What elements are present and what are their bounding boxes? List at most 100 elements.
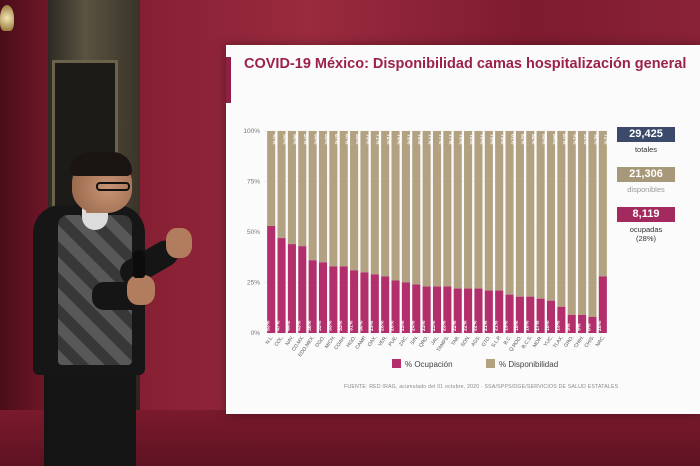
disponibilidad-value-label: 78% [478,134,484,145]
totales-value: 29,425 [617,127,675,142]
disponibles-value: 21,306 [617,167,675,182]
disponibilidad-value-label: 83% [540,134,546,145]
disponibilidad-value-label: 91% [572,134,578,145]
bar-disponibilidad [515,131,524,297]
ocupacion-value-label: 43% [296,320,302,331]
ocupacion-value-label: 25% [400,320,406,331]
ocupacion-value-label: 23% [421,320,427,331]
disponibilidad-value-label: 78% [468,134,474,145]
ocupacion-value-label: 9% [566,323,572,331]
disponibilidad-value-label: 53% [281,134,287,145]
ocupadas-value: 8,119 [617,207,675,222]
bar-ocupacion [453,288,462,333]
ocupadas-percent: (28%) [635,234,656,243]
ocupacion-value-label: 35% [317,320,323,331]
speaker-glasses [96,182,130,191]
ocupacion-value-label: 21% [493,320,499,331]
bar-disponibilidad [360,131,369,273]
bar-ocupacion [578,314,587,333]
bar-ocupacion [329,266,338,333]
bar-ocupacion [484,290,493,333]
bar-disponibilidad [598,131,607,277]
bar-disponibilidad [495,131,504,291]
category-label: YUC. [543,335,555,348]
ocupacion-value-label: 22% [473,320,479,331]
ocupacion-value-label: 29% [369,320,375,331]
category-label: AGS. [470,335,482,348]
bar-disponibilidad [329,131,338,267]
disponibilidad-value-label: 76% [416,134,422,145]
ocupacion-value-label: 18% [514,320,520,331]
ocupacion-value-label: 13% [556,320,562,331]
ocupacion-value-label: 19% [504,320,510,331]
ocupacion-value-label: 18% [524,320,530,331]
category-label: COL. [274,335,286,348]
bar-ocupacion [536,298,545,333]
disponibilidad-value-label: 67% [333,134,339,145]
projected-slide: COVID-19 México: Disponibilidad camas ho… [226,45,700,414]
bar-disponibilidad [546,131,556,301]
y-tick-label: 100% [243,128,260,135]
disponibilidad-value-label: 75% [406,134,412,145]
ocupacion-value-label: 23% [442,320,448,331]
bar-ocupacion [298,246,307,333]
bar-ocupacion [443,286,452,333]
disponibilidad-value-label: 72% [603,134,609,145]
bar-disponibilidad [526,131,535,297]
bar-disponibilidad [578,131,587,315]
bar-ocupacion [277,238,286,333]
bar-disponibilidad [308,131,317,261]
disponibilidad-value-label: 65% [323,134,329,145]
ocupacion-value-label: 21% [483,320,489,331]
category-label: PUE. [388,335,400,348]
disponibilidad-value-label: 82% [530,134,536,145]
ocupacion-value-label: 28% [379,320,385,331]
bar-disponibilidad [277,131,286,239]
legend-swatch-ocupacion [392,359,401,368]
ocupacion-value-label: 31% [348,320,354,331]
bar-ocupacion [567,314,576,333]
ocupacion-value-label: 22% [462,320,468,331]
category-label: CHIS. [584,335,597,349]
totales-label: totales [634,145,658,154]
bar-disponibilidad [464,131,473,289]
disponibilidad-value-label: 77% [426,134,432,145]
disponibilidad-value-label: 64% [312,134,318,145]
category-label: QRO. [418,335,430,349]
category-label: SIN. [409,335,419,346]
bar-disponibilidad [267,131,276,226]
bar-disponibilidad [339,131,348,267]
category-label: SON. [460,335,472,348]
speaker-mic-hand [127,275,155,305]
disponibilidad-value-label: 92% [592,134,598,145]
ocupacion-value-label: 33% [328,320,334,331]
bar-disponibilidad [381,131,390,277]
bar-disponibilidad [484,131,493,291]
bar-disponibilidad [536,131,545,299]
category-label: NAY. [285,335,296,347]
bar-disponibilidad [287,131,296,245]
disponibilidad-value-label: 67% [344,134,350,145]
bar-ocupacion [308,260,317,333]
slide-accent-bar [226,57,231,103]
category-label: VER. [377,335,389,348]
ocupacion-value-label: 17% [535,320,541,331]
disponibilidad-value-label: 56% [292,134,298,145]
bar-disponibilidad [298,131,307,247]
bar-ocupacion [401,282,410,333]
category-label: NAC. [595,335,607,348]
slide-source-note: FUENTE: RED IRAG, acumulado del 01 octub… [344,384,619,390]
bar-disponibilidad [557,131,566,307]
ocupacion-value-label: 8% [587,323,593,331]
disponibilidad-value-label: 79% [489,134,495,145]
disponibilidad-value-label: 69% [354,134,360,145]
bar-ocupacion [412,284,421,333]
bar-ocupacion [515,296,524,333]
slide-title: COVID-19 México: Disponibilidad camas ho… [244,56,687,72]
disponibilidad-value-label: 77% [447,134,453,145]
bar-disponibilidad [412,131,421,285]
bar-ocupacion [526,296,535,333]
bar-ocupacion [422,286,431,333]
disponibilidad-value-label: 81% [509,134,515,145]
category-label: JAL. [430,335,441,347]
